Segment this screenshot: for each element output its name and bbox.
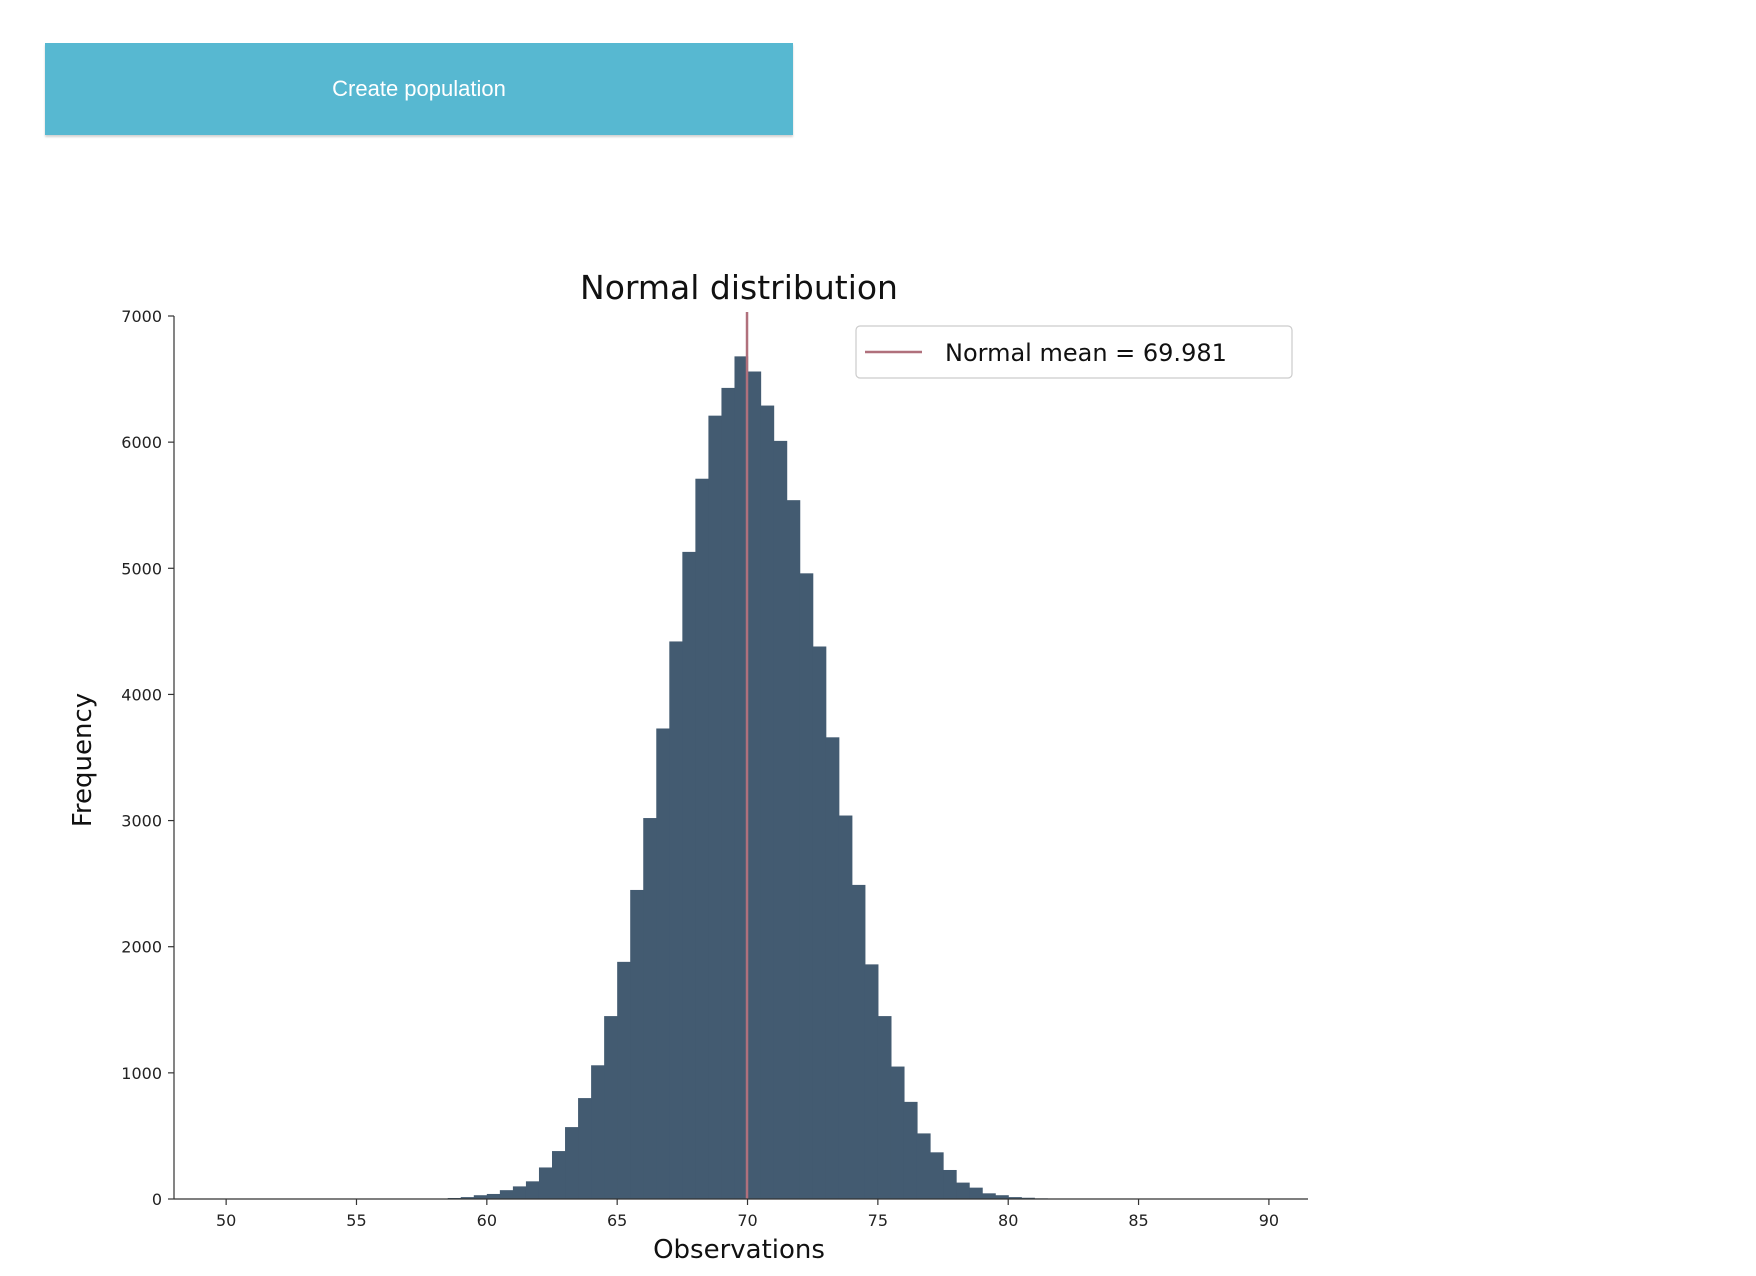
histogram-bar [943,1169,957,1199]
histogram-bar [760,405,775,1200]
y-tick-label: 3000 [121,812,162,831]
histogram-bar [799,573,814,1199]
histogram-bar [512,1186,527,1199]
histogram-bar [721,387,736,1199]
histogram-bar [747,371,762,1199]
histogram-bar [773,440,788,1199]
histogram-bar [669,641,683,1199]
y-tick-label: 1000 [121,1064,162,1083]
histogram-bar [877,1016,892,1199]
histogram-bar [460,1197,475,1199]
create-population-button[interactable]: Create population [45,43,793,135]
y-tick-label: 6000 [121,433,162,452]
y-axis-title: Frequency [68,693,98,827]
histogram-bar [682,551,696,1199]
y-tick-label: 4000 [121,685,162,704]
y-tick-label: 2000 [121,938,162,957]
histogram-bar [916,1133,931,1199]
x-tick-label: 75 [868,1211,888,1230]
histogram-bar [956,1182,970,1199]
histogram-bar [838,815,853,1199]
histogram-bar [995,1195,1009,1199]
histogram-bar [591,1065,605,1199]
histogram-bar [604,1016,618,1199]
histogram-bar [643,818,657,1199]
x-tick-label: 70 [737,1211,757,1230]
x-tick-label: 85 [1128,1211,1148,1230]
histogram-bar [812,646,827,1199]
x-tick-label: 65 [607,1211,627,1230]
histogram-bar [930,1152,944,1199]
histogram-bar [695,478,710,1200]
histogram-bar [473,1195,488,1199]
histogram-bar [1021,1197,1035,1199]
x-axis-title: Observations [653,1235,825,1265]
histogram-bar [708,415,723,1200]
x-tick-label: 55 [346,1211,366,1230]
histogram-bar [864,964,879,1199]
histogram-bar [486,1193,501,1199]
histogram-bar [890,1066,905,1199]
histogram-bar [734,356,749,1199]
x-tick-label: 90 [1259,1211,1279,1230]
histogram-bar [1008,1197,1022,1199]
x-tick-label: 80 [998,1211,1018,1230]
histogram-bar [578,1098,592,1199]
histogram-bar [825,737,840,1199]
legend: Normal mean = 69.981 [855,325,1293,379]
histogram-bar [982,1193,996,1199]
legend-label: Normal mean = 69.981 [945,339,1227,367]
histogram-bar [969,1187,983,1199]
y-tick-label: 0 [152,1190,162,1209]
histogram-bar [565,1127,579,1199]
y-tick-label: 5000 [121,559,162,578]
histogram-bar [630,889,644,1199]
histogram-bar [499,1190,514,1199]
histogram-bar [903,1101,918,1199]
histogram-bar [656,728,670,1199]
histogram-bars [447,356,1048,1200]
histogram-bar [525,1181,540,1199]
x-tick-label: 50 [216,1211,236,1230]
y-tick-label: 7000 [121,307,162,326]
histogram-bar [552,1151,566,1199]
axes: 50 55 60 65 70 75 80 85 90 0 1000 2000 3000 4000 5000 6… [121,307,1308,1230]
legend-box [855,325,1293,379]
histogram-bar [851,884,866,1199]
chart-title: Normal distribution [580,268,898,307]
histogram-bar [786,500,801,1199]
histogram-bar [617,961,631,1199]
x-tick-label: 60 [477,1211,497,1230]
histogram-bar [538,1167,553,1199]
